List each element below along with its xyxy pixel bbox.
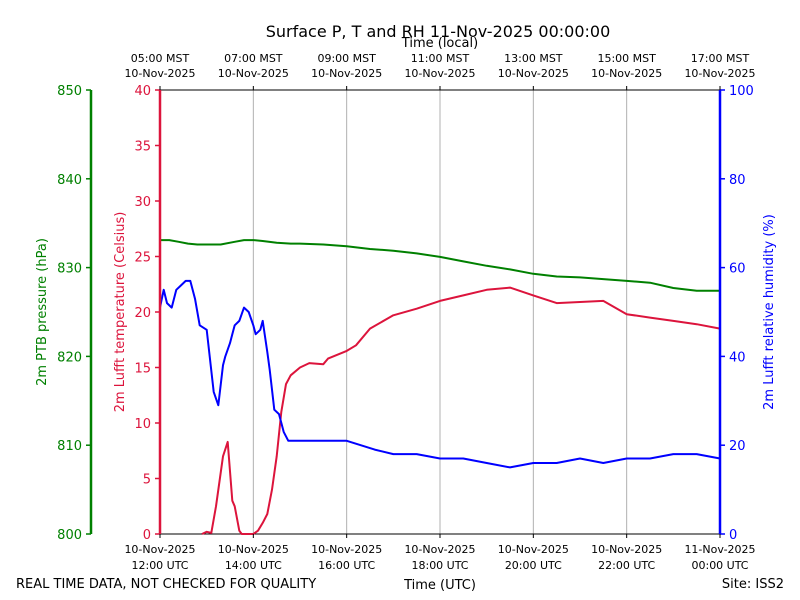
bottom-tick-date: 10-Nov-2025 xyxy=(498,543,569,556)
top-tick-date: 10-Nov-2025 xyxy=(404,67,475,80)
top-tick-date: 10-Nov-2025 xyxy=(311,67,382,80)
top-tick-label: 07:00 MST xyxy=(224,52,283,65)
bottom-tick-label: 18:00 UTC xyxy=(411,559,468,572)
bottom-tick-date: 11-Nov-2025 xyxy=(684,543,755,556)
temperature-tick-label: 5 xyxy=(143,473,151,488)
site-label: Site: ISS2 xyxy=(722,577,784,592)
chart-title: Surface P, T and RH 11-Nov-2025 00:00:00 xyxy=(266,22,611,41)
grid-lines xyxy=(252,90,628,534)
bottom-tick-label: 20:00 UTC xyxy=(505,559,562,572)
top-tick-date: 10-Nov-2025 xyxy=(498,67,569,80)
pressure-tick-label: 810 xyxy=(57,439,82,454)
bottom-tick-label: 22:00 UTC xyxy=(598,559,655,572)
temperature-tick-label: 25 xyxy=(134,251,151,266)
top-tick-label: 17:00 MST xyxy=(691,52,750,65)
temperature-tick-label: 35 xyxy=(134,140,151,155)
pressure-ticks: 800 810 820 830 840 850 xyxy=(57,84,91,543)
pressure-tick-label: 820 xyxy=(57,350,82,365)
temperature-tick-label: 10 xyxy=(134,417,151,432)
temperature-ticks: 0 5 10 15 20 25 30 35 40 xyxy=(134,84,160,543)
top-tick-date: 10-Nov-2025 xyxy=(218,67,289,80)
top-tick-label: 09:00 MST xyxy=(317,52,376,65)
temperature-tick-label: 20 xyxy=(134,306,151,321)
top-tick-date: 10-Nov-2025 xyxy=(684,67,755,80)
humidity-axis-label: 2m Lufft relative humidity (%) xyxy=(762,214,777,410)
bottom-tick-label: 16:00 UTC xyxy=(318,559,375,572)
top-tick-date: 10-Nov-2025 xyxy=(591,67,662,80)
bottom-tick-label: 12:00 UTC xyxy=(131,559,188,572)
bottom-tick-label: 00:00 UTC xyxy=(691,559,748,572)
temperature-tick-label: 30 xyxy=(134,195,151,210)
humidity-series-line xyxy=(159,279,721,469)
temperature-tick-label: 15 xyxy=(134,362,151,377)
bottom-axis-label: Time (UTC) xyxy=(403,578,476,593)
top-x-ticks: 05:00 MST 10-Nov-2025 07:00 MST 10-Nov-2025… xyxy=(124,52,756,90)
humidity-ticks: 0 20 40 60 80 100 xyxy=(720,84,754,543)
pressure-tick-label: 830 xyxy=(57,262,82,277)
pressure-series-line xyxy=(160,239,720,292)
bottom-tick-date: 10-Nov-2025 xyxy=(218,543,289,556)
top-tick-date: 10-Nov-2025 xyxy=(124,67,195,80)
pressure-tick-label: 850 xyxy=(57,84,82,99)
temperature-tick-label: 40 xyxy=(134,84,151,99)
humidity-tick-label: 0 xyxy=(729,528,737,543)
pressure-tick-label: 840 xyxy=(57,173,82,188)
pressure-axis-label: 2m PTB pressure (hPa) xyxy=(35,238,50,386)
humidity-tick-label: 80 xyxy=(729,173,746,188)
top-axis-label: Time (local) xyxy=(401,36,478,51)
top-tick-label: 11:00 MST xyxy=(411,52,470,65)
top-tick-label: 05:00 MST xyxy=(131,52,190,65)
humidity-tick-label: 60 xyxy=(729,262,746,277)
quality-disclaimer: REAL TIME DATA, NOT CHECKED FOR QUALITY xyxy=(16,577,316,592)
humidity-tick-label: 100 xyxy=(729,84,754,99)
temperature-tick-label: 0 xyxy=(143,528,151,543)
bottom-tick-label: 14:00 UTC xyxy=(225,559,282,572)
temperature-axis-label: 2m Lufft temperature (Celsius) xyxy=(113,212,128,413)
bottom-tick-date: 10-Nov-2025 xyxy=(124,543,195,556)
bottom-tick-date: 10-Nov-2025 xyxy=(311,543,382,556)
humidity-tick-label: 40 xyxy=(729,350,746,365)
temperature-series-line xyxy=(201,286,721,535)
bottom-tick-date: 10-Nov-2025 xyxy=(591,543,662,556)
top-tick-label: 13:00 MST xyxy=(504,52,563,65)
bottom-tick-date: 10-Nov-2025 xyxy=(404,543,475,556)
pressure-tick-label: 800 xyxy=(57,528,82,543)
series-layer xyxy=(159,239,721,535)
bottom-x-ticks: 10-Nov-2025 12:00 UTC 10-Nov-2025 14:00 UTC… xyxy=(124,534,756,572)
top-tick-label: 15:00 MST xyxy=(597,52,656,65)
humidity-tick-label: 20 xyxy=(729,439,746,454)
